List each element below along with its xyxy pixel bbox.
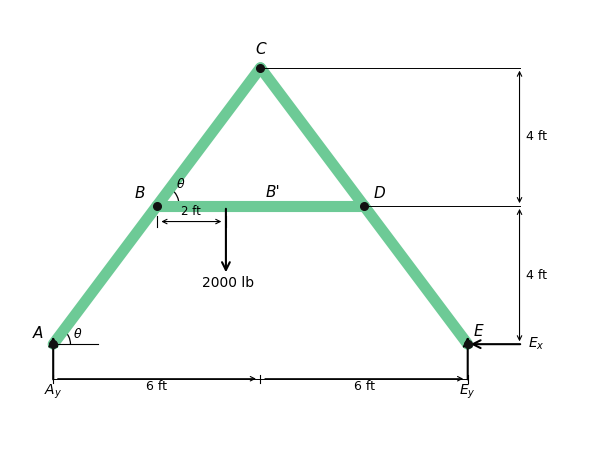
Text: $\theta$: $\theta$ <box>73 327 83 341</box>
Text: D: D <box>373 186 385 201</box>
Text: E: E <box>473 324 483 339</box>
Text: $\theta$: $\theta$ <box>176 177 185 191</box>
Text: C: C <box>255 42 266 58</box>
Text: A: A <box>32 326 43 341</box>
Text: 4 ft: 4 ft <box>526 269 548 282</box>
Text: 2000 lb: 2000 lb <box>202 276 254 290</box>
Text: $E_x$: $E_x$ <box>528 336 545 352</box>
Text: B': B' <box>265 185 280 200</box>
Text: B: B <box>135 186 145 201</box>
Text: 6 ft: 6 ft <box>146 380 168 393</box>
Text: $A_y$: $A_y$ <box>44 382 63 400</box>
Text: 6 ft: 6 ft <box>353 380 375 393</box>
Text: 4 ft: 4 ft <box>526 130 548 144</box>
Text: $E_y$: $E_y$ <box>460 382 476 400</box>
Text: 2 ft: 2 ft <box>182 205 201 218</box>
